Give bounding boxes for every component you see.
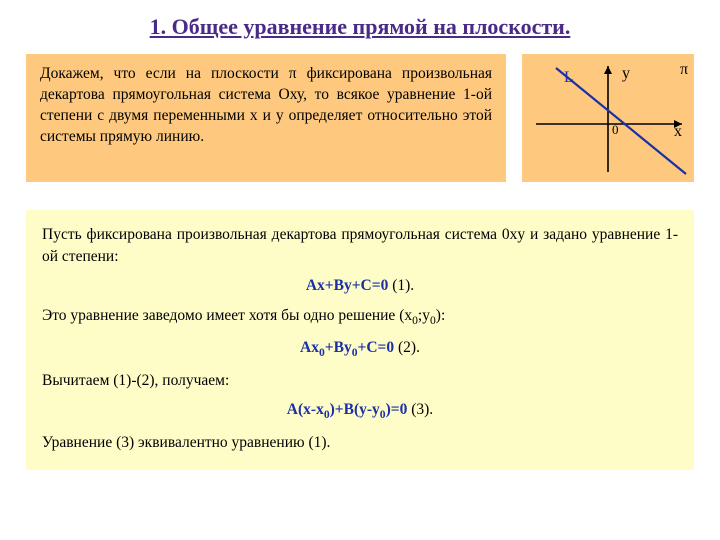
eq1-formula: Ax+By+C=0 — [306, 277, 388, 294]
eq2-num: (2). — [394, 339, 420, 356]
proof-eq3: A(x-x0)+B(y-y0)=0 (3). — [42, 399, 678, 423]
proof-p3: Вычитаем (1)-(2), получаем: — [42, 370, 678, 392]
label-x: x — [674, 123, 682, 140]
proof-eq2: Ax0+By0+C=0 (2). — [42, 337, 678, 361]
eq2-b: +By — [325, 339, 352, 356]
eq3-a: A(x-x — [287, 401, 324, 418]
label-origin: 0 — [612, 122, 619, 137]
p2-before: Это уравнение заведомо имеет хотя бы одн… — [42, 307, 412, 324]
proof-box: Пусть фиксирована произвольная декартова… — [26, 210, 694, 470]
eq3-c: )=0 — [386, 401, 408, 418]
label-y: y — [622, 65, 630, 82]
p2-after: ): — [436, 307, 445, 324]
label-L: L — [564, 69, 574, 86]
proof-p4: Уравнение (3) эквивалентно уравнению (1)… — [42, 432, 678, 454]
line-L — [556, 68, 686, 174]
line-plane-figure: π L y x 0 — [522, 54, 694, 182]
label-pi: π — [680, 61, 688, 78]
y-axis-arrow — [604, 66, 612, 74]
theorem-text: Докажем, что если на плоскости π фиксиро… — [40, 65, 492, 145]
slide: 1. Общее уравнение прямой на плоскости. … — [0, 0, 720, 540]
proof-p2: Это уравнение заведомо имеет хотя бы одн… — [42, 305, 678, 329]
eq3-b: )+B(y-y — [330, 401, 380, 418]
eq2-c: +C=0 — [358, 339, 395, 356]
slide-title: 1. Общее уравнение прямой на плоскости. — [26, 14, 694, 40]
figure-box: π L y x 0 — [522, 54, 694, 182]
proof-p1: Пусть фиксирована произвольная декартова… — [42, 224, 678, 267]
eq2-a: Ax — [300, 339, 319, 356]
theorem-box: Докажем, что если на плоскости π фиксиро… — [26, 54, 506, 182]
eq1-num: (1). — [388, 277, 414, 294]
p2-mid: ;y — [418, 307, 430, 324]
top-row: Докажем, что если на плоскости π фиксиро… — [26, 54, 694, 182]
eq3-num: (3). — [407, 401, 433, 418]
proof-eq1: Ax+By+C=0 (1). — [42, 275, 678, 297]
